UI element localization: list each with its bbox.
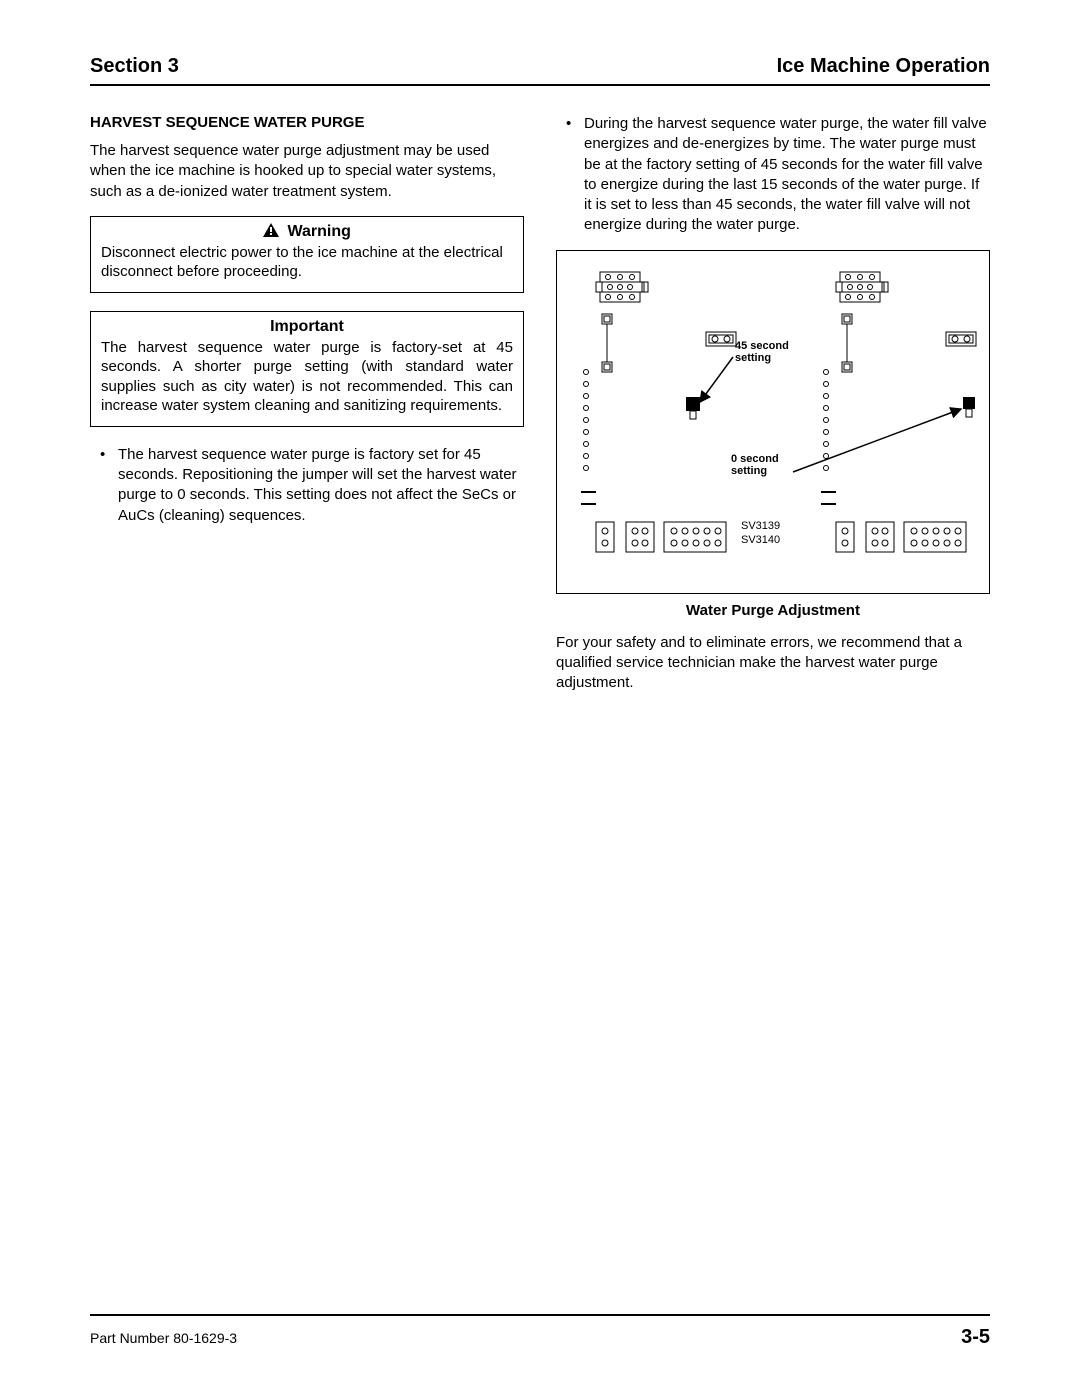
diagram-frame: 45 second setting 0 second setting SV313… <box>556 250 990 594</box>
warning-title: Warning <box>101 223 513 241</box>
subheading: HARVEST SEQUENCE WATER PURGE <box>90 114 524 131</box>
page-title: Ice Machine Operation <box>777 55 990 78</box>
warning-box: Warning Disconnect electric power to the… <box>90 216 524 293</box>
warning-icon <box>263 223 279 237</box>
page-header: Section 3 Ice Machine Operation <box>90 55 990 86</box>
list-item: The harvest sequence water purge is fact… <box>90 445 524 526</box>
sv-label-2: SV3140 <box>741 534 780 546</box>
left-bullet-list: The harvest sequence water purge is fact… <box>90 445 524 526</box>
right-bullet-list: During the harvest sequence water purge,… <box>556 114 990 236</box>
label-0s: 0 second setting <box>731 453 782 477</box>
right-column: During the harvest sequence water purge,… <box>556 114 990 707</box>
list-item: During the harvest sequence water purge,… <box>556 114 990 236</box>
page-number: 3-5 <box>961 1326 990 1349</box>
diagram-caption: Water Purge Adjustment <box>556 602 990 619</box>
intro-paragraph: The harvest sequence water purge adjustm… <box>90 141 524 202</box>
water-purge-diagram: 45 second setting 0 second setting SV313… <box>563 257 983 587</box>
important-label: Important <box>101 318 513 336</box>
label-45s: 45 second setting <box>735 340 792 364</box>
warning-label: Warning <box>288 223 351 240</box>
important-box: Important The harvest sequence water pur… <box>90 311 524 427</box>
important-text: The harvest sequence water purge is fact… <box>101 338 513 416</box>
part-number: Part Number 80-1629-3 <box>90 1330 237 1346</box>
warning-text: Disconnect electric power to the ice mac… <box>101 243 513 282</box>
content-columns: HARVEST SEQUENCE WATER PURGE The harvest… <box>90 114 990 707</box>
sv-label-1: SV3139 <box>741 520 780 532</box>
left-column: HARVEST SEQUENCE WATER PURGE The harvest… <box>90 114 524 707</box>
section-label: Section 3 <box>90 55 179 78</box>
page-footer: Part Number 80-1629-3 3-5 <box>90 1314 990 1349</box>
closing-paragraph: For your safety and to eliminate errors,… <box>556 633 990 694</box>
